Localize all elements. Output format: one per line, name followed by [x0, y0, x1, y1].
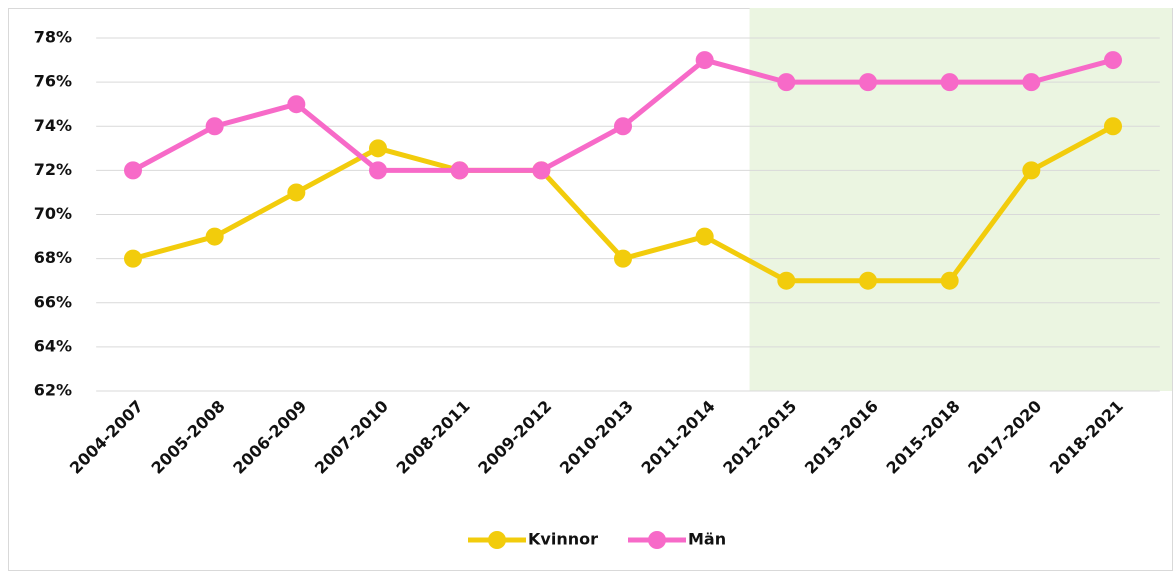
y-tick-label: 64%: [34, 336, 72, 355]
data-point: [859, 73, 877, 92]
data-point: [205, 117, 224, 136]
data-point: [1022, 73, 1041, 92]
data-point: [1104, 51, 1122, 70]
legend-label: Män: [688, 530, 726, 549]
data-point: [859, 271, 877, 290]
y-tick-label: 70%: [34, 204, 72, 223]
y-tick-label: 66%: [34, 292, 72, 311]
highlight-region: [749, 8, 1172, 391]
y-tick-label: 74%: [34, 116, 72, 135]
data-point: [1104, 117, 1122, 136]
legend-label: Kvinnor: [528, 530, 598, 549]
y-tick-label: 68%: [34, 248, 72, 267]
y-tick-label: 78%: [34, 28, 72, 47]
data-point: [124, 161, 142, 180]
y-tick-label: 72%: [34, 160, 72, 179]
data-point: [777, 271, 796, 290]
data-point: [614, 117, 632, 136]
data-point: [1022, 161, 1041, 180]
data-point: [532, 161, 551, 180]
data-point: [695, 227, 714, 246]
data-point: [777, 73, 796, 92]
legend-marker: [488, 531, 506, 549]
data-point: [124, 249, 142, 268]
data-point: [614, 249, 632, 268]
data-point: [450, 161, 469, 180]
y-tick-label: 76%: [34, 72, 72, 91]
y-tick-label: 62%: [34, 381, 72, 400]
data-point: [205, 227, 224, 246]
data-point: [695, 51, 714, 70]
data-point: [287, 183, 306, 202]
data-point: [369, 161, 387, 180]
data-point: [940, 73, 959, 92]
data-point: [287, 95, 306, 114]
data-point: [369, 139, 387, 158]
legend-marker: [648, 531, 666, 549]
data-point: [940, 271, 959, 290]
